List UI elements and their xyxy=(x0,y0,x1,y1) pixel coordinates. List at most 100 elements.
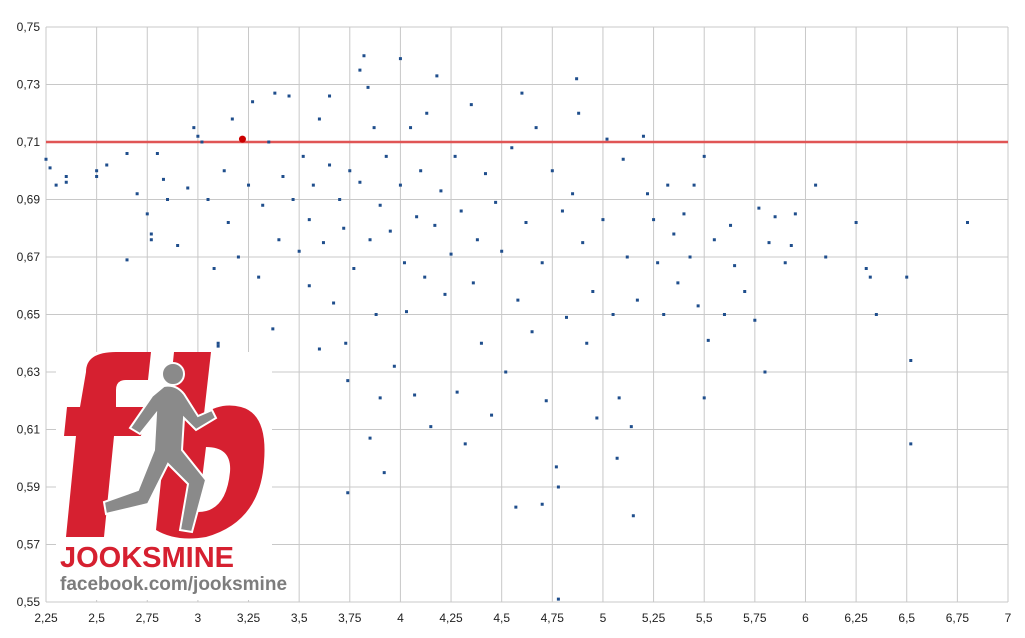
data-point xyxy=(372,126,376,130)
x-tick-label: 3 xyxy=(195,611,202,625)
data-point xyxy=(439,189,443,193)
data-point xyxy=(155,152,159,155)
data-point xyxy=(425,111,429,115)
data-point xyxy=(864,267,868,270)
data-point xyxy=(443,292,447,296)
data-point xyxy=(560,209,564,213)
data-point xyxy=(581,241,585,245)
highlight-point xyxy=(238,135,246,143)
data-point xyxy=(419,169,423,173)
data-point xyxy=(483,172,487,176)
data-point xyxy=(402,261,406,265)
data-point xyxy=(556,485,560,489)
data-point xyxy=(186,186,190,190)
y-tick-label: 0,75 xyxy=(17,20,41,34)
data-point xyxy=(729,223,733,227)
data-point xyxy=(676,281,680,285)
data-point xyxy=(216,341,220,345)
data-point xyxy=(682,212,686,216)
y-tick-label: 0,63 xyxy=(17,365,41,379)
data-point xyxy=(814,183,818,187)
data-point xyxy=(524,221,528,224)
jooksmine-logo xyxy=(56,352,272,600)
x-tick-label: 4,25 xyxy=(439,611,463,625)
data-point xyxy=(453,154,457,158)
data-point xyxy=(317,117,321,121)
data-point xyxy=(554,465,558,469)
x-tick-label: 3,75 xyxy=(338,611,362,625)
data-point xyxy=(672,232,676,236)
data-point xyxy=(222,169,226,173)
logo-brand-name: JOOKSMINE xyxy=(60,542,235,574)
data-point xyxy=(793,212,797,216)
data-point xyxy=(273,91,277,95)
data-point xyxy=(504,370,508,374)
data-point xyxy=(95,169,99,173)
x-tick-label: 5,5 xyxy=(696,611,713,625)
data-point xyxy=(617,396,621,400)
data-point xyxy=(281,175,285,178)
x-tick-label: 2,25 xyxy=(34,611,58,625)
data-point xyxy=(534,126,538,130)
data-point xyxy=(423,275,427,279)
data-point xyxy=(415,215,419,219)
data-point xyxy=(125,258,129,262)
x-tick-label: 5,75 xyxy=(743,611,767,625)
data-point xyxy=(212,267,216,270)
data-point xyxy=(344,341,348,345)
data-point xyxy=(666,183,670,187)
data-point xyxy=(500,249,504,253)
data-point xyxy=(696,304,700,308)
data-point xyxy=(564,315,568,319)
data-point xyxy=(706,338,710,342)
data-point xyxy=(307,284,311,288)
data-point xyxy=(200,140,204,144)
data-point xyxy=(64,180,68,184)
data-point xyxy=(540,502,544,506)
data-point xyxy=(641,134,645,138)
data-point xyxy=(635,298,639,302)
data-point xyxy=(44,157,48,161)
data-point xyxy=(692,183,696,187)
data-point xyxy=(398,183,402,187)
data-point xyxy=(321,241,325,245)
x-tick-label: 6,5 xyxy=(898,611,915,625)
data-point xyxy=(767,241,771,245)
data-point xyxy=(702,396,706,400)
data-point xyxy=(712,238,716,242)
data-point xyxy=(965,221,969,224)
data-point xyxy=(125,152,129,155)
data-point xyxy=(261,203,265,207)
x-tick-label: 4,5 xyxy=(493,611,510,625)
data-point xyxy=(352,267,356,270)
data-point xyxy=(271,327,275,331)
data-point xyxy=(226,221,230,224)
data-point xyxy=(342,226,346,230)
data-point xyxy=(773,215,777,219)
data-point xyxy=(605,137,609,141)
x-tick-label: 2,5 xyxy=(88,611,105,625)
y-tick-label: 0,71 xyxy=(17,135,41,149)
data-point xyxy=(688,255,692,259)
data-point xyxy=(656,261,660,265)
data-point xyxy=(463,442,467,446)
data-point xyxy=(317,347,321,351)
data-point xyxy=(722,313,726,316)
data-point xyxy=(368,436,372,440)
data-point xyxy=(824,255,828,259)
data-point xyxy=(520,91,524,95)
data-point xyxy=(413,393,417,397)
data-point xyxy=(378,203,382,207)
data-points xyxy=(44,54,969,601)
data-point xyxy=(230,117,234,121)
data-point xyxy=(510,146,514,150)
x-tick-label: 4,75 xyxy=(541,611,565,625)
data-point xyxy=(135,192,139,196)
data-point xyxy=(490,413,494,417)
data-point xyxy=(459,209,463,213)
data-point xyxy=(362,54,366,58)
data-point xyxy=(287,94,291,98)
data-point xyxy=(585,341,589,345)
data-point xyxy=(297,249,301,253)
